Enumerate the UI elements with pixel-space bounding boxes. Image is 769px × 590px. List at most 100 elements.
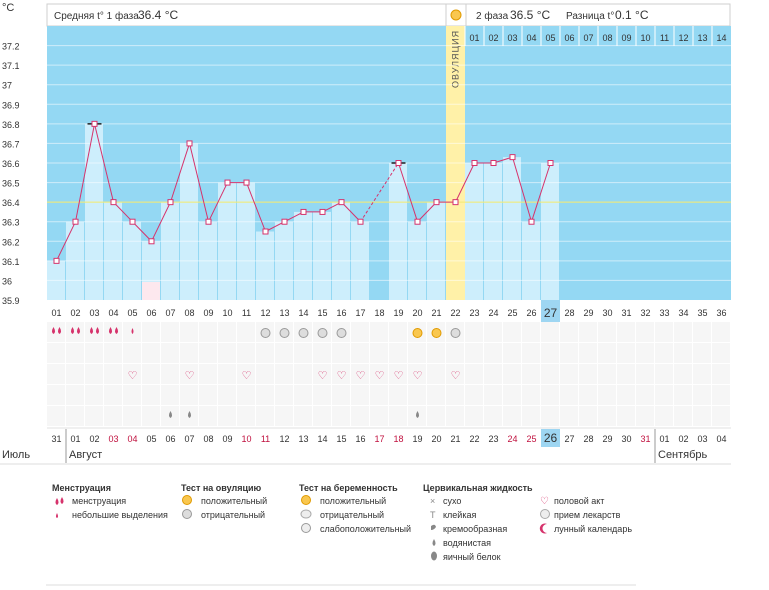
symptom-cell	[218, 343, 236, 363]
symptom-cell	[47, 406, 65, 426]
symptom-cell	[370, 364, 388, 384]
x-tick-label: 13	[279, 308, 289, 318]
y-tick-label: 36.1	[2, 257, 20, 267]
heart-icon: ♡	[413, 370, 423, 382]
x-tick-label: 20	[412, 308, 422, 318]
temperature-point	[319, 208, 326, 215]
symptom-cell	[275, 364, 293, 384]
calendar-row: 31 01 02 03 04 05 06 07 08 09 10 11 12 13 14 15 16 17 18 19…	[0, 429, 731, 465]
y-tick-label: 36.7	[2, 139, 20, 149]
temperature-point	[300, 208, 307, 215]
symptom-cell	[85, 364, 103, 384]
ovtest-positive-icon	[431, 328, 442, 338]
symptom-cell	[370, 343, 388, 363]
temperature-point	[205, 218, 212, 225]
symptom-cell	[484, 364, 502, 384]
symptom-cell	[123, 364, 141, 384]
ovtest-negative-icon	[450, 328, 461, 338]
x-tick-label: 21	[431, 308, 441, 318]
month-label: Сентябрь	[658, 449, 708, 461]
symptom-cell	[389, 343, 407, 363]
menstruation-icon	[115, 327, 118, 334]
symptom-cell	[674, 385, 692, 405]
x-tick-label: 23	[469, 308, 479, 318]
menstruation-icon	[77, 327, 80, 334]
calendar-date: 09	[222, 434, 232, 444]
temperature-point	[243, 179, 250, 186]
x-tick-label: 31	[621, 308, 631, 318]
symptom-cell	[161, 385, 179, 405]
legend-cervical-dry: сухо	[443, 496, 461, 506]
calendar-date: 01	[70, 434, 80, 444]
temperature-point	[338, 199, 345, 206]
calendar-date: 12	[279, 434, 289, 444]
y-tick-label: 37	[2, 81, 12, 91]
symptom-cell	[294, 343, 312, 363]
symptom-cell	[199, 364, 217, 384]
symptom-cell	[712, 322, 730, 342]
temperature-bar	[104, 202, 122, 300]
symptom-cell	[541, 406, 559, 426]
x-tick-label: 09	[203, 308, 213, 318]
symptom-cell	[427, 385, 445, 405]
symptom-cell	[408, 343, 426, 363]
temperature-line-segment	[265, 221, 285, 232]
y-tick-label: 37.2	[2, 42, 20, 52]
symptom-cell	[85, 343, 103, 363]
symptom-cell	[503, 364, 521, 384]
x-tick-label: 08	[184, 308, 194, 318]
calendar-date: 10	[241, 434, 251, 444]
sticky-icon: T	[430, 510, 436, 520]
month-label: Август	[69, 449, 102, 461]
symptom-cell	[598, 364, 616, 384]
symptom-cell	[351, 343, 369, 363]
symptom-cell	[66, 322, 84, 342]
symptom-cell	[446, 385, 464, 405]
creamy-icon	[431, 524, 436, 530]
x-tick-label: 22	[450, 308, 460, 318]
symptom-cell	[636, 385, 654, 405]
calendar-date: 17	[374, 434, 384, 444]
temperature-point	[129, 218, 136, 225]
symptom-cell	[427, 364, 445, 384]
symptom-cell	[199, 322, 217, 342]
sun-icon	[450, 9, 462, 21]
symptom-cell	[47, 322, 65, 342]
symptom-cell	[218, 406, 236, 426]
x-tick-label: 25	[507, 308, 517, 318]
heart-icon: ♡	[318, 370, 328, 382]
moon-cell	[142, 282, 160, 300]
temperature-bar	[313, 211, 331, 300]
legend-ovtest-positive: положительный	[201, 496, 267, 506]
heart-icon: ♡	[242, 370, 252, 382]
phase2-day-label: 09	[621, 33, 631, 43]
y-tick-label: 35.9	[2, 296, 20, 306]
symptom-cell	[636, 322, 654, 342]
symptom-cell	[446, 343, 464, 363]
symptom-cell	[617, 385, 635, 405]
symptom-cell	[47, 343, 65, 363]
y-axis: 37.2 37.1 37 36.9 36.8 36.7 36.6 36.5 36.4 36.3 36…	[2, 42, 20, 306]
calendar-date: 13	[298, 434, 308, 444]
symptom-cell	[199, 406, 217, 426]
symptom-cell	[142, 385, 160, 405]
calendar-date: 22	[469, 434, 479, 444]
calendar-date: 04	[716, 434, 726, 444]
symptom-cell	[503, 406, 521, 426]
symptom-cell	[180, 385, 198, 405]
symptom-cell	[47, 364, 65, 384]
heart-icon: ♡	[540, 496, 549, 507]
symptom-cell	[237, 385, 255, 405]
x-tick-label: 11	[242, 308, 251, 318]
phase2-day-label: 02	[488, 33, 498, 43]
temperature-bar	[256, 231, 274, 300]
symptom-cell	[408, 385, 426, 405]
temperature-line-segment	[398, 162, 418, 222]
symptom-cell	[85, 322, 103, 342]
temperature-point	[110, 199, 117, 206]
calendar-date: 28	[583, 434, 593, 444]
legend-cervical-sticky: клейкая	[443, 510, 476, 520]
temperature-bar	[541, 163, 559, 300]
temperature-point	[528, 218, 535, 225]
